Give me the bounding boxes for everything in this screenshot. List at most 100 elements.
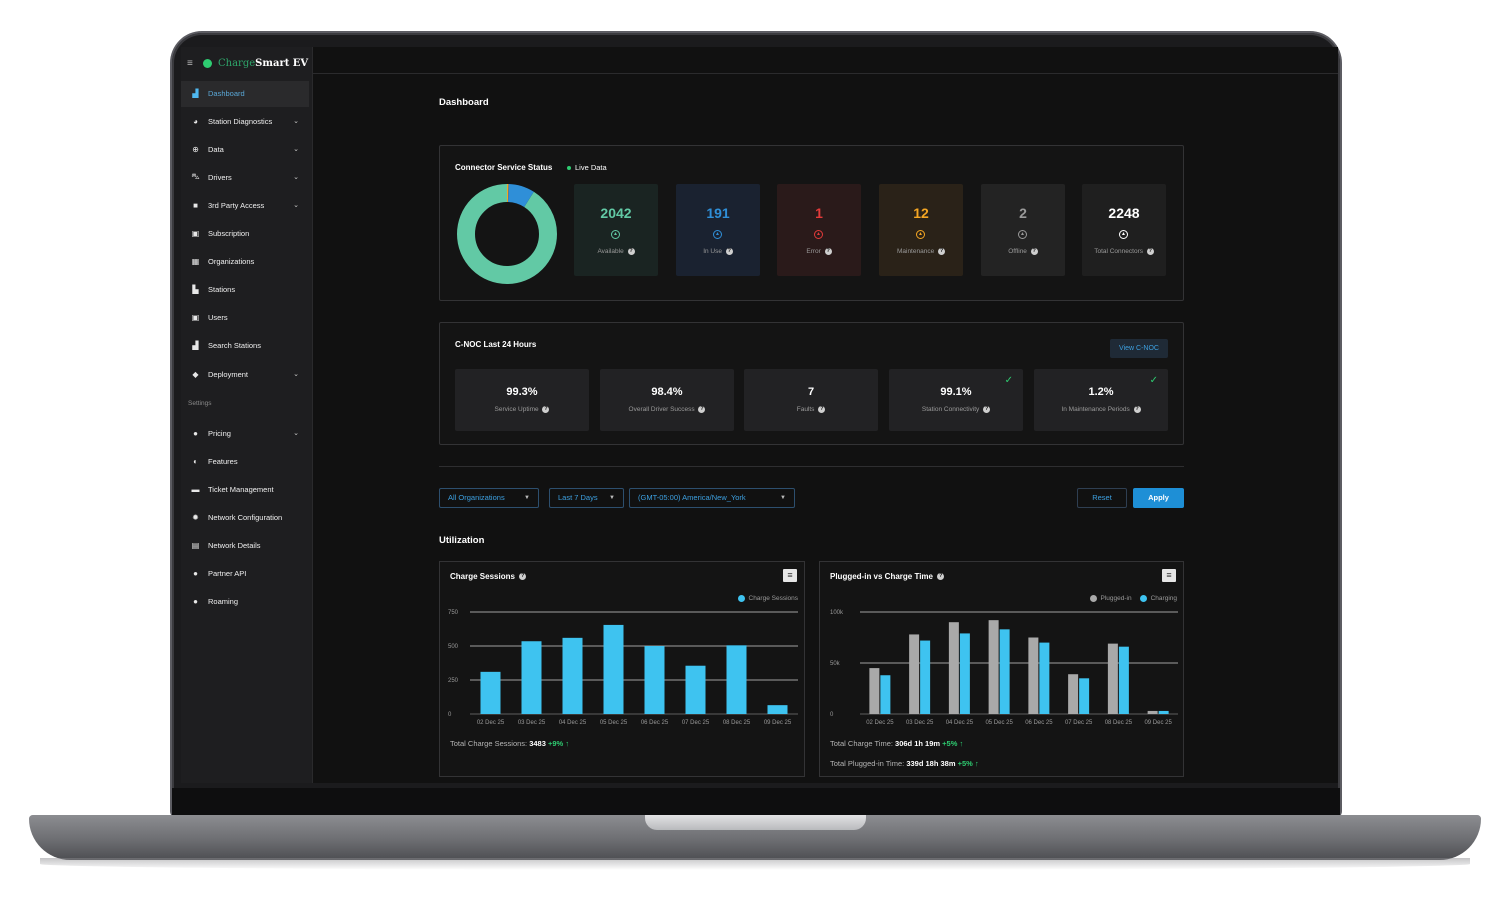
chart-menu-icon[interactable]: ≡ <box>1162 569 1176 582</box>
sidebar-item-network-details[interactable]: ▤ Network Details <box>181 535 313 555</box>
sidebar-item-search-stations[interactable]: ▟ Search Stations <box>181 336 313 356</box>
help-icon[interactable]: ? <box>698 406 706 413</box>
sidebar-item-label: Search Stations <box>208 341 261 351</box>
help-icon[interactable]: ? <box>542 406 550 413</box>
kpi-card-service-uptime[interactable]: 99.3% Service Uptime ? <box>455 369 589 431</box>
sidebar-item-drivers[interactable]: ⛍ Drivers ⌄ <box>181 167 313 187</box>
sidebar-item-3rd-party-access[interactable]: ■ 3rd Party Access ⌄ <box>181 195 313 215</box>
sidebar-item-roaming[interactable]: ● Roaming <box>181 592 313 612</box>
laptop-bezel-bottom <box>172 788 1340 816</box>
bar-charging-08-dec-25[interactable] <box>1118 646 1129 714</box>
sidebar-item-partner-api[interactable]: ● Partner API <box>181 564 313 584</box>
bar-charge-sessions-09-dec-25[interactable] <box>767 705 788 714</box>
chevron-down-icon[interactable]: ⌄ <box>293 371 299 378</box>
bar-charge-sessions-06-dec-25[interactable] <box>644 646 665 714</box>
sidebar-item-organizations[interactable]: ▦ Organizations <box>181 252 313 272</box>
kpi-card-in-maintenance-periods[interactable]: ✓ 1.2% In Maintenance Periods ? <box>1034 369 1168 431</box>
apply-button[interactable]: Apply <box>1133 488 1184 508</box>
view-cnoc-button[interactable]: View C-NOC <box>1110 339 1168 358</box>
sidebar-item-deployment[interactable]: ◆ Deployment ⌄ <box>181 364 313 384</box>
bar-charge-sessions-07-dec-25[interactable] <box>685 665 706 714</box>
status-card-error[interactable]: 1 ▲ Error ? <box>777 184 861 276</box>
sidebar-item-station-diagnostics[interactable]: ◕ Station Diagnostics ⌄ <box>181 111 313 131</box>
kpi-card-station-connectivity[interactable]: ✓ 99.1% Station Connectivity ? <box>889 369 1023 431</box>
legend-label-charging[interactable]: Charging <box>1150 595 1177 602</box>
help-icon[interactable]: ? <box>1133 406 1141 413</box>
sidebar-item-label: 3rd Party Access <box>208 200 265 210</box>
help-icon[interactable]: ? <box>824 248 832 255</box>
bar-charging-07-dec-25[interactable] <box>1079 678 1090 714</box>
donut-slice-available[interactable] <box>457 184 557 284</box>
status-icon: ▲ <box>916 230 925 239</box>
bar-charging-05-dec-25[interactable] <box>999 629 1010 714</box>
legend-label-charge-sessions[interactable]: Charge Sessions <box>748 595 799 602</box>
bar-plugged-in-04-dec-25[interactable] <box>948 622 959 714</box>
chart-menu-icon[interactable]: ≡ <box>783 569 797 582</box>
sidebar-item-label: Dashboard <box>208 88 245 98</box>
plus-circle-icon: ⊕ <box>192 144 199 154</box>
bar-charge-sessions-08-dec-25[interactable] <box>726 645 747 714</box>
bar-charge-sessions-03-dec-25[interactable] <box>521 641 542 714</box>
chevron-down-icon[interactable]: ⌄ <box>293 174 299 182</box>
organization-dropdown[interactable]: All Organizations ▼ <box>439 488 539 508</box>
bar-plugged-in-08-dec-25[interactable] <box>1107 643 1118 714</box>
bar-charging-04-dec-25[interactable] <box>959 633 970 714</box>
kpi-card-faults[interactable]: 7 Faults ? <box>744 369 878 431</box>
y-tick-label: 0 <box>830 712 834 718</box>
legend-swatch-plugged-in <box>1089 595 1097 602</box>
bar-plugged-in-06-dec-25[interactable] <box>1028 637 1039 715</box>
donut-slice-maintenance[interactable] <box>457 184 557 284</box>
kpi-label: Overall Driver Success <box>628 406 695 414</box>
bar-plugged-in-02-dec-25[interactable] <box>869 668 880 714</box>
date-range-dropdown[interactable]: Last 7 Days ▼ <box>549 488 624 508</box>
status-card-value: 2 <box>1019 205 1027 221</box>
help-icon[interactable]: ? <box>983 406 991 413</box>
menu-toggle-icon[interactable]: ≡ <box>187 57 193 69</box>
help-icon[interactable]: ? <box>1146 248 1154 255</box>
sidebar-item-label: Data <box>208 144 224 154</box>
status-card-in-use[interactable]: 191 ▲ In Use ? <box>676 184 760 276</box>
bar-charging-09-dec-25[interactable] <box>1158 710 1169 714</box>
sidebar-item-ticket-management[interactable]: ▬ Ticket Management <box>181 479 313 499</box>
laptop-shadow <box>40 858 1470 870</box>
bar-plugged-in-05-dec-25[interactable] <box>988 620 999 714</box>
brand-name-part2: Smart EV <box>255 57 309 69</box>
bar-plugged-in-07-dec-25[interactable] <box>1068 674 1079 714</box>
sidebar-item-dashboard[interactable]: ▟ Dashboard <box>181 83 313 103</box>
timezone-dropdown[interactable]: (GMT-05:00) America/New_York ▼ <box>629 488 795 508</box>
help-icon[interactable]: ? <box>1030 248 1038 255</box>
help-icon[interactable]: ? <box>725 248 733 255</box>
chevron-down-icon[interactable]: ⌄ <box>293 202 299 210</box>
status-card-available[interactable]: 2042 ▲ Available ? <box>574 184 658 276</box>
bar-charging-02-dec-25[interactable] <box>880 675 891 714</box>
sidebar-item-pricing[interactable]: ● Pricing ⌄ <box>181 423 313 443</box>
bar-plugged-in-09-dec-25[interactable] <box>1147 710 1158 714</box>
sidebar-item-users[interactable]: ▣ Users <box>181 308 313 328</box>
sidebar-item-data[interactable]: ⊕ Data ⌄ <box>181 139 313 159</box>
help-icon[interactable]: ? <box>937 573 945 581</box>
bar-charging-03-dec-25[interactable] <box>920 640 931 714</box>
settings-heading: Settings <box>188 400 212 407</box>
status-card-maintenance[interactable]: 12 ▲ Maintenance ? <box>879 184 963 276</box>
bar-plugged-in-03-dec-25[interactable] <box>909 634 920 714</box>
help-icon[interactable]: ? <box>818 406 826 413</box>
chevron-down-icon[interactable]: ⌄ <box>293 118 299 126</box>
help-icon[interactable]: ? <box>938 248 946 255</box>
sidebar-item-stations[interactable]: ▙ Stations <box>181 280 313 300</box>
bar-charge-sessions-04-dec-25[interactable] <box>562 637 583 714</box>
bar-charge-sessions-02-dec-25[interactable] <box>480 671 501 714</box>
status-card-offline[interactable]: 2 ▲ Offline ? <box>981 184 1065 276</box>
status-card-total-connectors[interactable]: 2248 ▲ Total Connectors ? <box>1082 184 1166 276</box>
sidebar-item-network-configuration[interactable]: ✹ Network Configuration <box>181 507 313 527</box>
chevron-down-icon[interactable]: ⌄ <box>293 430 299 437</box>
help-icon[interactable]: ? <box>519 573 527 581</box>
bar-charging-06-dec-25[interactable] <box>1039 642 1050 714</box>
bar-charge-sessions-05-dec-25[interactable] <box>603 624 624 714</box>
help-icon[interactable]: ? <box>627 248 635 255</box>
reset-button[interactable]: Reset <box>1077 488 1127 508</box>
chevron-down-icon[interactable]: ⌄ <box>293 146 299 154</box>
kpi-card-overall-driver-success[interactable]: 98.4% Overall Driver Success ? <box>600 369 734 431</box>
legend-label-plugged-in[interactable]: Plugged-in <box>1100 595 1132 602</box>
sidebar-item-subscription[interactable]: ▣ Subscription <box>181 224 313 244</box>
sidebar-item-features[interactable]: ◐ Features <box>181 451 313 471</box>
